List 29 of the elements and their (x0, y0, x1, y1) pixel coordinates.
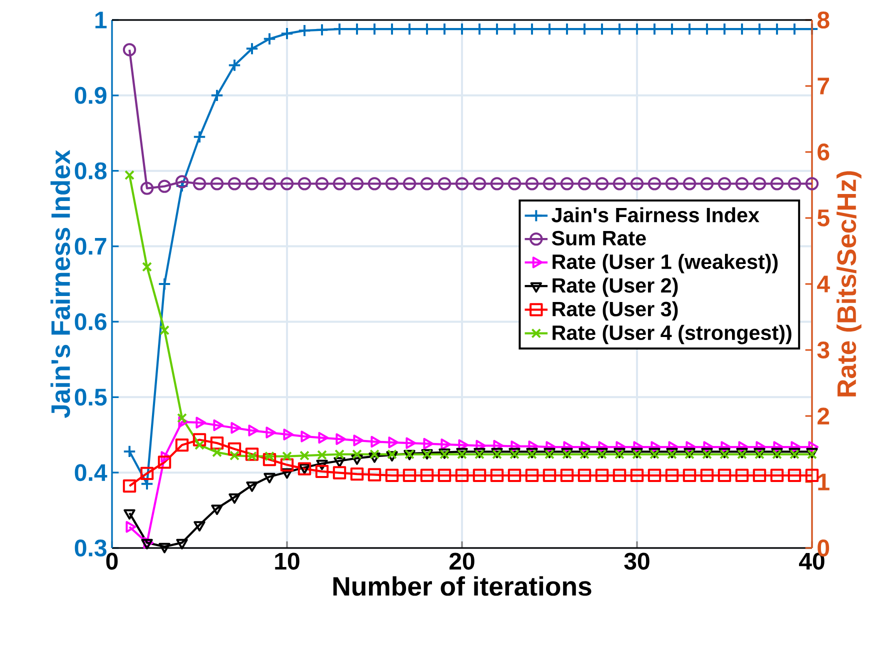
y2-axis-title: Rate (Bits/Sec/Hz) (836, 171, 862, 396)
x-tick-label: 30 (624, 552, 650, 570)
y2-tick-label: 5 (817, 210, 830, 226)
x-axis-title: Number of iterations (333, 576, 592, 596)
y2-tick-label: 2 (818, 408, 830, 424)
y2-tick-label: 6 (818, 143, 830, 160)
y2-tick-label: 1 (818, 474, 830, 490)
x-tick-label: 20 (449, 552, 474, 570)
legend-label: Rate (User 4 (strongest)) (552, 324, 792, 344)
y-tick-label: 0.8 (74, 162, 107, 180)
y-tick-label: 0.9 (74, 86, 106, 104)
y-tick-label: 0.3 (74, 539, 106, 557)
y-tick-label: 0.6 (74, 313, 106, 330)
y2-tick-label: 3 (817, 341, 830, 359)
legend-label: Rate (User 2) (552, 278, 678, 297)
y-tick-label: 0.5 (74, 388, 107, 406)
x-tick-label: 10 (275, 552, 300, 570)
legend-label: Jain's Fairness Index (552, 207, 760, 222)
y-tick-label: 0.7 (74, 238, 106, 255)
y-tick-label: 1 (95, 12, 107, 28)
y-axis-title: Jain's Fairness Index (50, 150, 70, 418)
y2-tick-label: 7 (818, 78, 830, 94)
y-tick-label: 0.4 (74, 464, 108, 482)
y2-tick-label: 4 (817, 276, 830, 292)
legend-label: Rate (User 1 (weakest)) (552, 254, 778, 274)
y2-tick-label: 8 (817, 11, 830, 28)
x-tick-label: 0 (106, 552, 118, 570)
legend-label: Rate (User 3) (552, 301, 678, 320)
legend-label: Sum Rate (552, 230, 646, 246)
